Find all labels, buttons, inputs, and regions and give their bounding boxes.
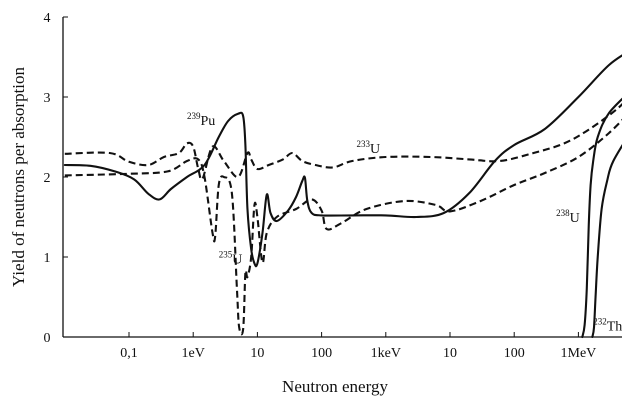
y-tick-label: 1 bbox=[44, 251, 51, 266]
curve-label-238u: 238U bbox=[556, 208, 580, 226]
y-tick-label: 2 bbox=[44, 171, 51, 186]
curve-label-239pu: 239Pu bbox=[187, 111, 215, 129]
series-line-235u bbox=[64, 118, 622, 336]
y-ticks: 0 1 2 3 4 bbox=[44, 11, 68, 346]
curve-label-mass: 233 bbox=[357, 139, 371, 149]
curve-label-symbol: Pu bbox=[200, 114, 215, 129]
x-tick-label: 1MeV bbox=[561, 346, 597, 361]
x-tick-label: 10 bbox=[250, 346, 264, 361]
curve-label-235u: 235U bbox=[219, 249, 243, 267]
series-line-239pu bbox=[63, 54, 622, 268]
curve-label-symbol: U bbox=[232, 252, 242, 267]
series-line-233u bbox=[64, 102, 622, 181]
x-axis-title: Neutron energy bbox=[282, 377, 388, 396]
y-tick-label: 0 bbox=[44, 331, 51, 346]
x-tick-label: 1eV bbox=[182, 346, 205, 361]
curve-label-233u: 233U bbox=[357, 139, 381, 157]
curve-label-symbol: U bbox=[570, 211, 580, 226]
series-line-238u bbox=[581, 97, 622, 339]
x-tick-label: 0,1 bbox=[120, 346, 138, 361]
curve-label-232th: 232Th bbox=[593, 317, 622, 335]
curve-label-mass: 238 bbox=[556, 208, 570, 218]
curve-label-mass: 232 bbox=[593, 317, 607, 327]
y-axis-title: Yield of neutrons per absorption bbox=[9, 66, 28, 287]
curve-label-mass: 235 bbox=[219, 249, 233, 259]
x-tick-label: 100 bbox=[311, 346, 332, 361]
curve-label-symbol: U bbox=[370, 142, 380, 157]
y-tick-label: 4 bbox=[44, 11, 51, 26]
y-tick-label: 3 bbox=[44, 91, 51, 106]
curve-label-symbol: Th bbox=[607, 320, 622, 335]
x-tick-label: 10 bbox=[443, 346, 457, 361]
x-ticks: 0,1 1eV 10 100 1keV 10 100 1MeV bbox=[120, 332, 596, 361]
series-line-232th bbox=[591, 143, 622, 339]
x-tick-label: 100 bbox=[504, 346, 525, 361]
x-tick-label: 1keV bbox=[371, 346, 401, 361]
curve-label-mass: 239 bbox=[187, 111, 201, 121]
curves bbox=[63, 54, 622, 339]
